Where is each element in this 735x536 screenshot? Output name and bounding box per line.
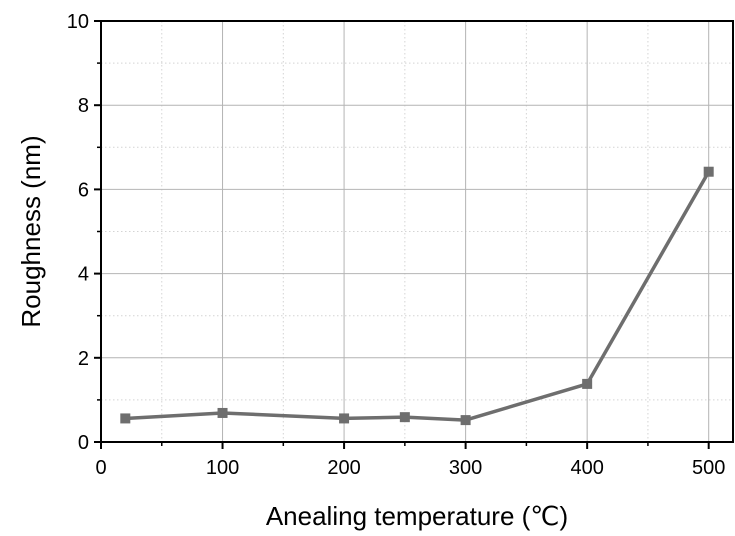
y-tick-label: 6	[78, 179, 89, 201]
x-tick-label: 100	[206, 457, 239, 479]
y-tick-label: 4	[78, 264, 89, 286]
y-tick-label: 8	[78, 95, 89, 117]
series-layer	[120, 166, 714, 426]
data-point-marker	[399, 412, 410, 423]
x-tick-label: 400	[570, 457, 603, 479]
data-point-marker	[460, 415, 471, 426]
tick-layer	[94, 20, 710, 449]
tick-label-layer: 0 100 200 300 400 500 0 2 4 6 8 10	[67, 11, 726, 479]
y-tick-label: 10	[67, 11, 89, 33]
data-point-marker	[703, 166, 714, 177]
x-axis-title: Anealing temperature (℃)	[266, 501, 568, 531]
data-point-marker	[217, 407, 228, 418]
x-tick-label: 300	[449, 457, 482, 479]
x-tick-label: 200	[327, 457, 360, 479]
x-tick-label: 0	[95, 457, 106, 479]
data-point-marker	[339, 413, 350, 424]
y-tick-label: 2	[78, 348, 89, 370]
grid-layer	[101, 20, 733, 442]
data-point-marker	[582, 378, 593, 389]
y-axis-title: Roughness (nm)	[16, 135, 46, 327]
series-line	[125, 170, 711, 422]
data-point-marker	[120, 413, 131, 424]
y-tick-label: 0	[78, 432, 89, 454]
x-tick-label: 500	[692, 457, 725, 479]
